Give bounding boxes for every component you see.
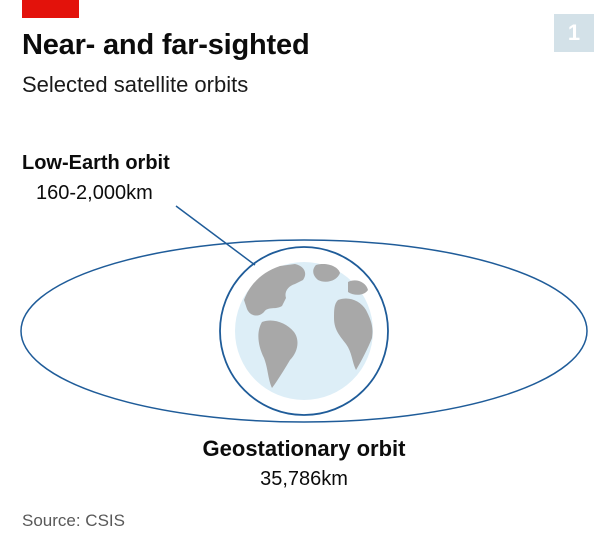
- low-earth-orbit-ring: [219, 246, 389, 416]
- greenland-shape: [313, 263, 340, 282]
- chart-number-badge: 1: [554, 14, 594, 52]
- geostationary-orbit-range: 35,786km: [260, 468, 348, 490]
- geostationary-orbit-ring: [20, 239, 588, 423]
- earth-globe-icon: [235, 262, 373, 400]
- low-earth-orbit-leader-line: [175, 205, 256, 266]
- north-america-shape: [244, 264, 306, 316]
- low-earth-orbit-range: 160-2,000km: [36, 182, 153, 204]
- source-note: Source: CSIS: [22, 511, 125, 530]
- africa-shape: [334, 298, 373, 370]
- brand-accent-bar: [22, 0, 79, 18]
- europe-shape: [348, 280, 368, 295]
- chart-subtitle: Selected satellite orbits: [22, 72, 249, 97]
- geostationary-orbit-label: Geostationary orbit: [202, 436, 406, 461]
- south-america-shape: [258, 320, 298, 388]
- chart-title: Near- and far-sighted: [22, 29, 310, 61]
- low-earth-orbit-label: Low-Earth orbit: [22, 152, 170, 174]
